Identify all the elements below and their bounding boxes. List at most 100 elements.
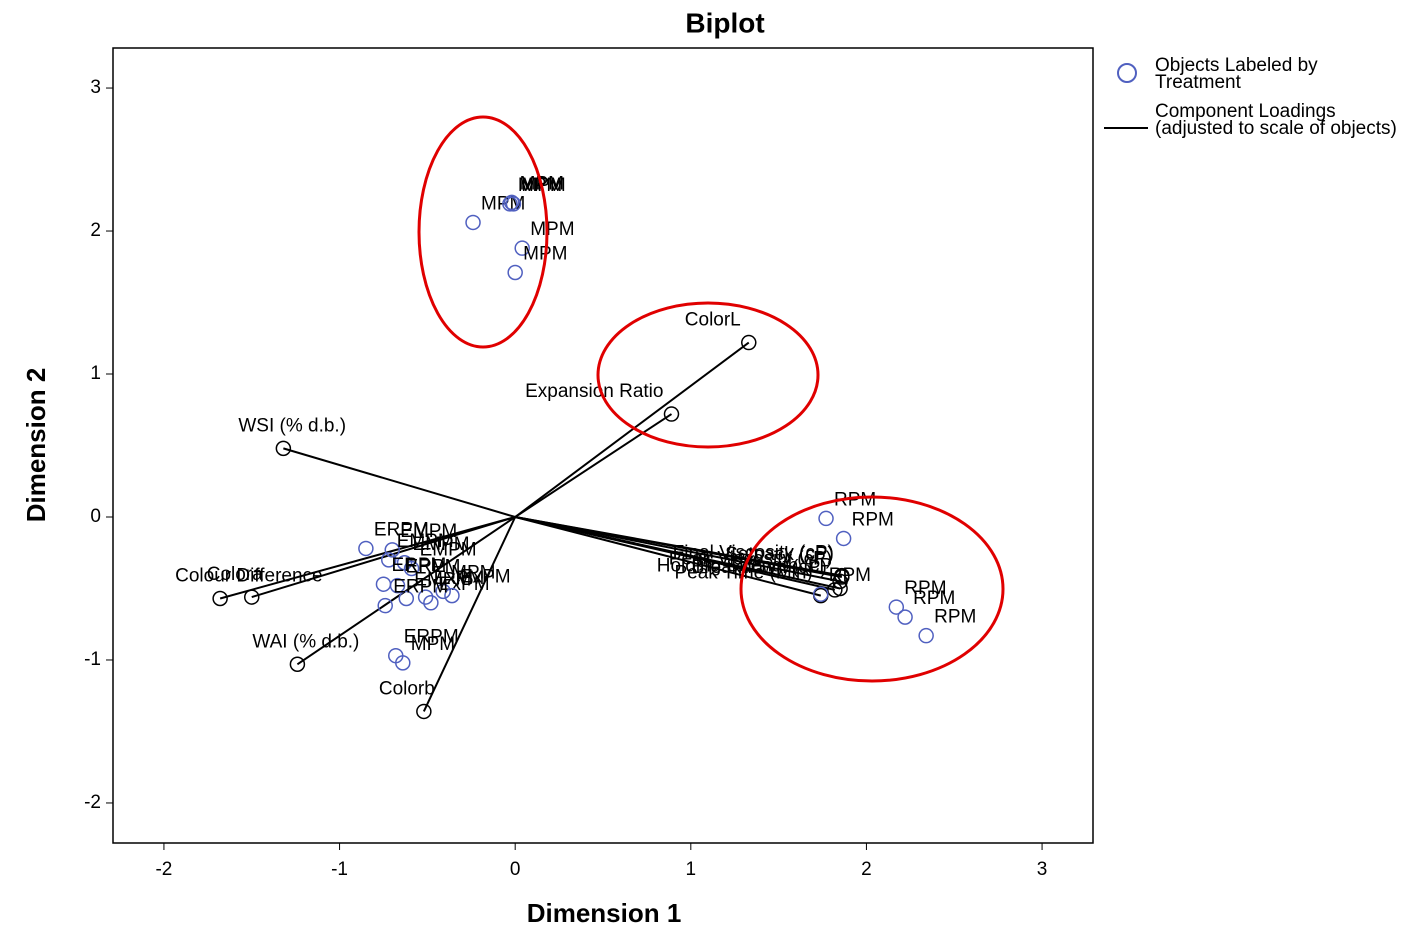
loading-point <box>416 703 432 720</box>
x-tick-label: -2 <box>155 859 172 880</box>
object-label: ExPM <box>434 568 485 589</box>
object-label: RPM <box>904 578 946 599</box>
loading-vector <box>514 413 673 518</box>
object-label: ERPM <box>374 519 429 540</box>
object-label: MPM <box>521 175 565 196</box>
loading-vector <box>219 516 516 600</box>
loading-point <box>275 440 292 457</box>
object-label: ExPM <box>460 567 511 588</box>
object-label: ERPM <box>406 557 461 578</box>
loading-point <box>834 567 850 584</box>
object-point <box>918 627 934 644</box>
chart-title: Biplot <box>685 7 764 38</box>
y-tick-label: 2 <box>90 220 101 241</box>
loading-label: WAI (% d.b.) <box>252 631 359 652</box>
loading-point <box>741 334 757 351</box>
object-point <box>503 194 520 211</box>
x-axis-label: Dimension 1 <box>527 898 682 928</box>
object-label: EMPM <box>400 521 457 542</box>
loading-label: Peak Viscosity (cP) <box>669 548 832 569</box>
x-tick-label: 3 <box>1037 859 1048 880</box>
object-point <box>465 214 481 231</box>
loading-vector <box>514 341 750 518</box>
loading-point <box>289 656 306 673</box>
loading-label: WSI (% d.b.) <box>238 415 346 436</box>
object-label: RPM <box>829 565 871 586</box>
object-label: ERPM <box>391 555 446 576</box>
loading-label: Colorb <box>379 678 435 699</box>
loading-point <box>663 406 680 422</box>
object-label: RPM <box>852 509 894 530</box>
y-axis-label: Dimension 2 <box>21 368 51 523</box>
loading-label: Expansion Ratio <box>525 381 663 402</box>
loading-point <box>827 582 843 598</box>
object-point <box>514 240 530 256</box>
object-point <box>358 540 374 557</box>
legend-symbol <box>1117 63 1137 83</box>
object-label: EMPM <box>413 534 470 555</box>
x-tick-label: 1 <box>686 859 697 880</box>
plot-area: -2 -1 0 1 2 3 -2 -1 0 1 2 3 ColorL Expansion Ratio WSI… <box>84 77 1047 880</box>
y-tick-label: -2 <box>84 792 101 813</box>
loading-point <box>243 589 260 605</box>
loading-label: ColorL <box>685 310 741 331</box>
loading-label: Colora <box>207 564 263 585</box>
x-tick-label: -1 <box>331 859 348 880</box>
object-point <box>835 530 852 547</box>
object-point <box>818 510 834 527</box>
highlight-ellipse <box>596 301 820 449</box>
object-label: EMPM <box>420 539 477 560</box>
object-point <box>384 542 400 558</box>
object-point <box>375 576 392 592</box>
object-point <box>398 590 415 607</box>
y-tick-label: 1 <box>90 363 101 384</box>
object-point <box>380 552 397 568</box>
legend-label: Component Loadings (adjusted to scale of… <box>1155 101 1397 139</box>
object-point <box>444 587 460 604</box>
y-tick-label: -1 <box>84 649 101 670</box>
object-label: ERPM <box>393 577 448 598</box>
object-point <box>395 655 411 671</box>
object-label: EMPM <box>414 570 471 591</box>
highlight-ellipse <box>739 495 1005 683</box>
object-label: MPM <box>518 175 562 196</box>
loading-vector <box>514 516 822 597</box>
object-point <box>813 586 829 602</box>
object-label: RPM <box>834 489 876 510</box>
x-tick-label: 2 <box>861 859 872 880</box>
loading-vector <box>422 516 517 712</box>
y-tick-label: 0 <box>90 506 101 527</box>
loading-vector <box>514 516 836 591</box>
object-point <box>389 577 406 594</box>
loading-label: Breakdown (cP) <box>692 557 827 578</box>
loading-vector <box>283 447 516 518</box>
loading-vector <box>251 516 516 599</box>
loading-label: Final Viscosity (cP) <box>673 543 834 564</box>
object-point <box>505 196 522 212</box>
object-label: MPM <box>451 562 495 583</box>
legend-label: Objects Labeled by Treatment <box>1155 55 1318 93</box>
object-point <box>888 599 905 615</box>
object-point <box>377 597 393 614</box>
object-label: EMPM <box>397 531 454 552</box>
object-point <box>417 589 434 605</box>
object-label: MPM <box>411 634 455 655</box>
loading-label: Colour Difference <box>175 566 323 587</box>
highlight-ellipse <box>417 115 549 349</box>
loading-point <box>212 590 228 607</box>
object-point <box>502 196 518 212</box>
y-tick-label: 3 <box>90 77 101 98</box>
plot-frame <box>112 47 1094 844</box>
x-tick-label: 0 <box>510 859 521 880</box>
object-point <box>403 560 420 577</box>
object-point <box>435 583 451 600</box>
object-label: RPM <box>913 588 955 609</box>
object-label: MPM <box>530 219 574 240</box>
object-label: ExPM <box>439 574 490 595</box>
loading-vector <box>514 516 841 583</box>
object-point <box>507 264 523 281</box>
object-label: ERPM <box>404 627 459 648</box>
object-point <box>897 609 913 625</box>
